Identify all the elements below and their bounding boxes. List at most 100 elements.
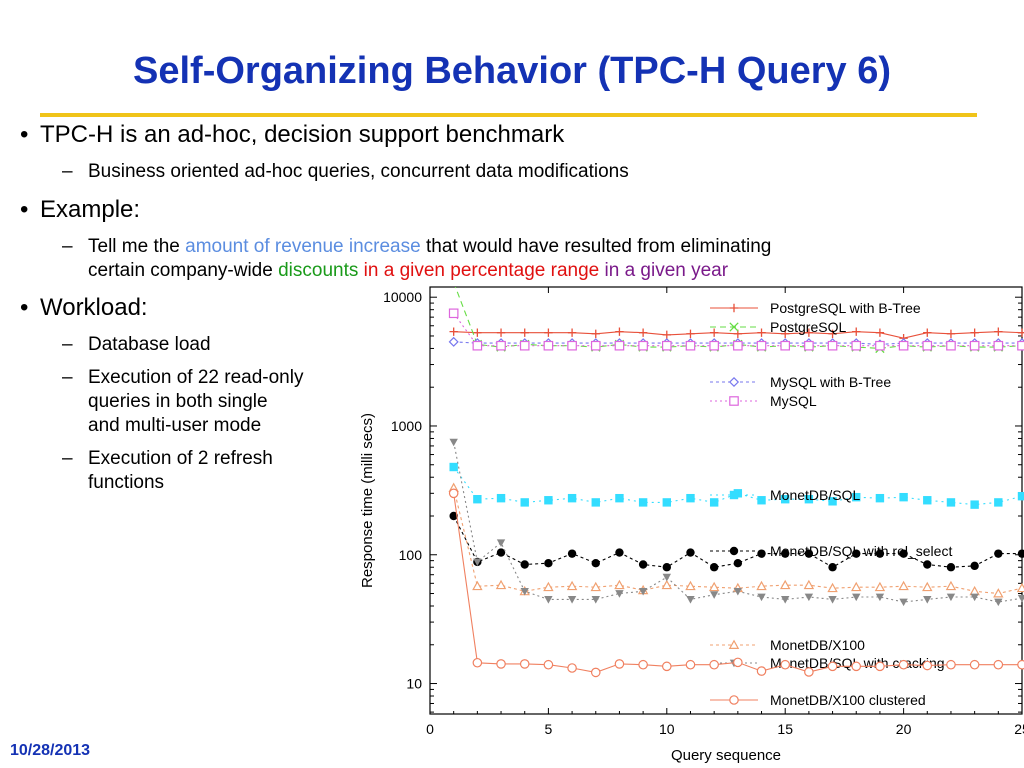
subbullet-queries-exec-line3: and multi-user mode — [88, 415, 262, 436]
point-mysql — [756, 340, 767, 351]
point-monetdb-x100 — [874, 581, 886, 592]
legend-marker-monetdb-x100 — [728, 639, 740, 649]
point-monetdb-sql — [473, 495, 482, 504]
point-monetdb-sql-with-rel-select — [520, 560, 529, 569]
point-monetdb-sql — [662, 498, 671, 507]
point-monetdb-sql-with-cracking — [852, 593, 861, 602]
subbullet-load: – Database load — [62, 333, 211, 356]
point-monetdb-x100-clustered — [496, 659, 506, 669]
point-monetdb-x100 — [803, 579, 815, 590]
subbullet-refresh: – Execution of 2 refresh — [62, 447, 273, 470]
point-monetdb-x100 — [898, 580, 909, 591]
point-monetdb-x100-clustered — [804, 667, 814, 677]
y-tick-label: 10 — [406, 676, 422, 692]
point-monetdb-sql-with-rel-select — [852, 549, 861, 558]
point-postgresql-with-b-tree — [804, 328, 814, 337]
point-mysql — [685, 340, 696, 351]
point-mysql — [875, 340, 885, 351]
point-mysql — [851, 340, 862, 351]
legend-label-monetdb-x100: MonetDB/X100 — [770, 637, 865, 653]
point-monetdb-x100-clustered — [448, 488, 459, 499]
x-axis-label: Query sequence — [671, 747, 781, 764]
point-monetdb-sql — [686, 493, 695, 503]
point-monetdb-sql — [946, 498, 956, 507]
point-monetdb-sql-with-cracking — [449, 438, 458, 447]
point-postgresql-with-b-tree — [923, 328, 932, 337]
point-postgresql-with-b-tree — [544, 328, 553, 337]
point-mysql — [543, 340, 554, 351]
bullet-text: Workload: — [40, 294, 148, 321]
point-mysql — [922, 340, 933, 351]
point-monetdb-sql — [449, 462, 458, 472]
point-monetdb-x100 — [945, 580, 957, 591]
point-monetdb-sql-with-cracking — [804, 593, 814, 602]
point-postgresql-with-b-tree — [638, 328, 648, 337]
point-monetdb-sql-with-rel-select — [804, 549, 814, 558]
text-run: Tell me the — [88, 236, 186, 257]
subbullet-text: Execution of 2 refresh — [88, 448, 273, 469]
point-monetdb-sql-with-rel-select — [662, 563, 671, 572]
bullet-example: • Example: — [20, 196, 140, 224]
point-monetdb-sql — [757, 496, 766, 505]
highlight-discounts: discounts — [278, 260, 359, 281]
point-mysql — [827, 340, 838, 351]
plot-frame — [429, 286, 1023, 715]
point-postgresql-with-b-tree — [473, 328, 482, 337]
point-monetdb-x100 — [661, 579, 673, 590]
legend-label-postgresql: PostgreSQL — [770, 319, 846, 335]
y-tick-label: 100 — [399, 547, 423, 563]
subbullet-text: Database load — [88, 334, 211, 355]
point-monetdb-x100 — [756, 580, 767, 591]
point-mysql-with-b-tree — [448, 336, 459, 347]
point-monetdb-x100-clustered — [1017, 659, 1024, 670]
point-monetdb-sql — [923, 496, 932, 505]
point-mysql — [946, 340, 956, 351]
point-monetdb-sql-with-rel-select — [875, 549, 885, 558]
point-monetdb-sql-with-rel-select — [946, 563, 956, 572]
point-monetdb-sql-with-cracking — [970, 593, 979, 602]
point-monetdb-sql-with-cracking — [544, 596, 553, 604]
bullet-workload: • Workload: — [20, 294, 148, 322]
point-postgresql-with-b-tree — [970, 328, 979, 337]
point-monetdb-x100-clustered — [756, 666, 767, 676]
point-monetdb-x100-clustered — [780, 659, 790, 670]
dash-icon: – — [62, 367, 73, 388]
slide-title: Self-Organizing Behavior (TPC-H Query 6) — [133, 50, 891, 92]
point-postgresql-with-b-tree — [615, 327, 624, 336]
point-postgresql-with-b-tree — [449, 327, 458, 336]
point-monetdb-x100-clustered — [614, 659, 625, 669]
point-monetdb-sql — [970, 500, 979, 509]
legend-label-monetdb-x100-clustered: MonetDB/X100 clustered — [770, 692, 926, 708]
point-monetdb-x100-clustered — [661, 661, 672, 672]
bullet-dot-icon: • — [20, 294, 29, 321]
point-monetdb-x100 — [566, 580, 578, 591]
y-tick-label: 10000 — [383, 289, 422, 305]
point-monetdb-x100 — [993, 588, 1004, 598]
point-monetdb-x100-clustered — [922, 660, 933, 671]
point-monetdb-sql — [520, 498, 529, 507]
point-mysql — [567, 340, 577, 351]
point-mysql — [969, 340, 980, 351]
point-postgresql-with-b-tree — [591, 329, 600, 338]
bullet-dot-icon: • — [20, 196, 29, 223]
legend-marker-postgresql — [729, 322, 739, 332]
point-monetdb-x100-clustered — [543, 659, 554, 670]
highlight-year: in a given year — [599, 260, 729, 281]
point-monetdb-sql-with-cracking — [709, 591, 719, 599]
point-monetdb-sql-with-cracking — [638, 587, 648, 596]
subbullet-queries-exec: – Execution of 22 read-only — [62, 366, 303, 389]
point-mysql — [448, 308, 459, 319]
point-monetdb-sql-with-rel-select — [686, 548, 695, 557]
point-mysql — [472, 340, 483, 351]
dash-icon: – — [62, 448, 73, 469]
bullet-text: Example: — [40, 196, 141, 223]
x-tick-label: 5 — [545, 721, 553, 737]
point-monetdb-x100-clustered — [733, 657, 743, 668]
point-monetdb-sql-with-cracking — [828, 596, 837, 604]
point-mysql — [496, 340, 506, 351]
point-postgresql-with-b-tree — [852, 327, 861, 336]
point-mysql — [733, 340, 743, 351]
point-monetdb-sql-with-cracking — [473, 558, 482, 567]
point-monetdb-sql — [1017, 491, 1024, 501]
point-monetdb-x100-clustered — [472, 657, 483, 668]
